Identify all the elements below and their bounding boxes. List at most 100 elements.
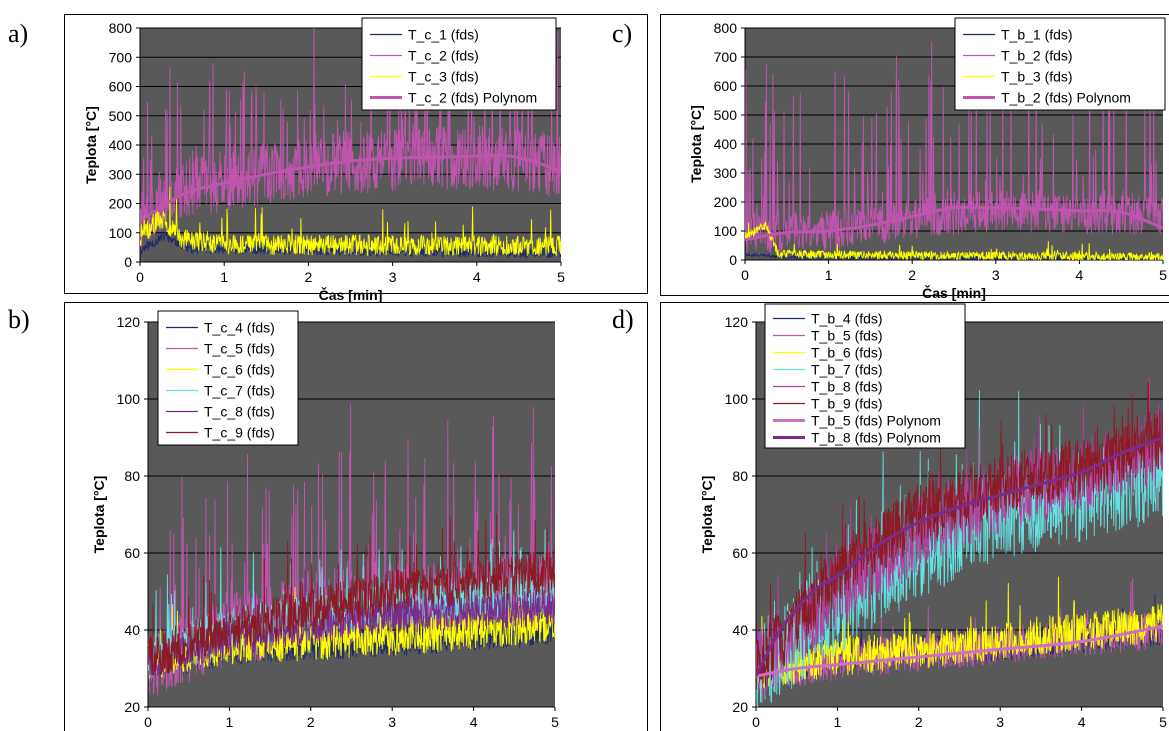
trend-line <box>756 436 1163 677</box>
legend: T_c_1 (fds) T_c_2 (fds) T_c_3 (fds) T_c_2 (… <box>361 17 557 111</box>
y-tick-label: 100 <box>714 223 738 239</box>
y-tick-label: 500 <box>109 108 133 124</box>
x-tick-label: 4 <box>1078 714 1086 730</box>
legend-label: T_b_8 (fds) Polynom <box>811 430 941 446</box>
x-tick-label: 0 <box>136 269 144 285</box>
series-group <box>745 41 1163 260</box>
y-tick-label: 800 <box>109 20 133 36</box>
x-tick-label: 2 <box>305 269 313 285</box>
panel-letter: c) <box>612 19 632 48</box>
x-tick-label: 5 <box>1159 714 1167 730</box>
x-tick-label: 2 <box>307 714 315 730</box>
y-axis-label: Teplota [°C] <box>91 476 107 554</box>
series-line <box>140 186 561 257</box>
legend-label: T_c_4 (fds) <box>204 320 275 336</box>
x-tick-label: 1 <box>834 714 842 730</box>
legend-label: T_c_6 (fds) <box>204 362 275 378</box>
x-axis-label: Čas [min] <box>922 284 986 301</box>
series-line <box>745 41 1163 254</box>
y-tick-label: 700 <box>109 49 133 65</box>
legend-box <box>764 303 966 449</box>
series-group <box>756 378 1163 707</box>
chart-panel-c: c) 0 100 200 300 400 500 600 700 800 0 1 2 3 4 5 Čas [mi… <box>612 14 1169 301</box>
y-tick-label: 120 <box>117 314 141 330</box>
y-tick-label: 200 <box>109 196 133 212</box>
legend-label: T_b_7 (fds) <box>811 362 883 378</box>
chart-panel-d: d)20406080100120012345Čas [min]Teplota [… <box>612 302 1169 731</box>
x-axis-label: Čas [min] <box>319 286 383 303</box>
legend-label: T_c_2 (fds) <box>408 48 479 64</box>
y-tick-label: 700 <box>714 49 738 65</box>
legend-label: T_c_7 (fds) <box>204 383 275 399</box>
y-tick-label: 800 <box>714 20 738 36</box>
y-tick-label: 300 <box>109 166 133 182</box>
legend-label: T_c_1 (fds) <box>408 27 479 43</box>
series-line <box>140 28 561 250</box>
y-tick-label: 200 <box>714 194 738 210</box>
x-tick-label: 4 <box>1076 267 1084 283</box>
x-tick-label: 0 <box>144 714 152 730</box>
legend-label: T_b_2 (fds) <box>1001 48 1073 64</box>
legend: T_c_4 (fds) T_c_5 (fds) T_c_6 (fds) T_c_7 (… <box>157 310 299 446</box>
x-tick-label: 2 <box>915 714 923 730</box>
panel-letter: d) <box>612 305 634 334</box>
trend-line <box>745 205 1163 242</box>
y-tick-label: 40 <box>124 622 140 638</box>
y-axis-label: Teplota [°C] <box>83 106 99 184</box>
x-tick-label: 5 <box>551 714 559 730</box>
series-line <box>756 381 1163 690</box>
y-tick-label: 20 <box>732 699 748 715</box>
x-tick-label: 3 <box>992 267 1000 283</box>
y-tick-label: 60 <box>732 545 748 561</box>
legend-box <box>157 310 299 446</box>
x-tick-label: 4 <box>473 269 481 285</box>
trend-line <box>756 624 1163 678</box>
y-tick-label: 400 <box>714 136 738 152</box>
x-tick-label: 3 <box>996 714 1004 730</box>
series-group <box>148 404 555 696</box>
y-axis-label: Teplota [°C] <box>688 105 704 183</box>
y-tick-label: 100 <box>725 391 749 407</box>
x-tick-label: 4 <box>470 714 478 730</box>
y-tick-label: 80 <box>124 468 140 484</box>
x-tick-label: 1 <box>226 714 234 730</box>
y-tick-label: 80 <box>732 468 748 484</box>
legend-box <box>361 17 557 111</box>
y-tick-label: 100 <box>109 225 133 241</box>
legend: T_b_4 (fds)T_b_5 (fds)T_b_6 (fds)T_b_7 (… <box>764 303 966 449</box>
y-tick-label: 500 <box>714 107 738 123</box>
y-tick-label: 0 <box>729 252 737 268</box>
legend-label: T_c_8 (fds) <box>204 404 275 420</box>
x-tick-label: 1 <box>220 269 228 285</box>
legend-box <box>954 17 1166 111</box>
legend-label: T_c_2 (fds) Polynom <box>408 90 537 106</box>
y-tick-label: 100 <box>117 391 141 407</box>
panel-letter: b) <box>8 305 30 334</box>
legend-label: T_c_9 (fds) <box>204 425 275 441</box>
x-tick-label: 1 <box>825 267 833 283</box>
y-tick-label: 600 <box>714 78 738 94</box>
x-tick-label: 5 <box>557 269 565 285</box>
series-group <box>140 28 561 260</box>
x-tick-label: 5 <box>1159 267 1167 283</box>
y-tick-label: 20 <box>124 699 140 715</box>
series-line <box>756 576 1163 689</box>
legend-label: T_b_2 (fds) Polynom <box>1001 90 1131 106</box>
x-tick-label: 3 <box>389 269 397 285</box>
y-axis-label: Teplota [°C] <box>699 476 715 554</box>
trend-line <box>140 153 561 223</box>
y-tick-label: 120 <box>725 314 749 330</box>
series-line <box>148 513 555 676</box>
legend: T_b_1 (fds) T_b_2 (fds) T_b_3 (fds) T_b_2 (… <box>954 17 1166 111</box>
y-tick-label: 400 <box>109 137 133 153</box>
y-tick-label: 300 <box>714 165 738 181</box>
legend-label: T_b_9 (fds) <box>811 396 883 412</box>
legend-label: T_c_5 (fds) <box>204 341 275 357</box>
series-line <box>745 221 1163 260</box>
series-line <box>756 390 1163 707</box>
x-tick-label: 2 <box>908 267 916 283</box>
panel-letter: a) <box>8 19 28 48</box>
legend-label: T_b_4 (fds) <box>811 311 883 327</box>
legend-label: T_b_3 (fds) <box>1001 69 1073 85</box>
